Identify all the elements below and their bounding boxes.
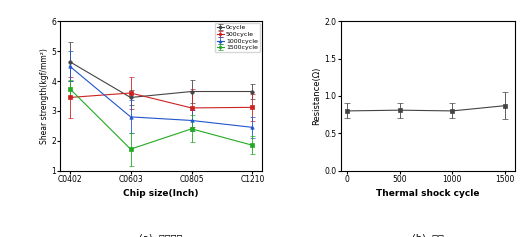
Y-axis label: Shear strength(kgf/mm²): Shear strength(kgf/mm²) (39, 48, 49, 144)
X-axis label: Chip size(Inch): Chip size(Inch) (123, 189, 199, 198)
Text: (b)  저항: (b) 저항 (412, 233, 444, 237)
Legend: 0cycle, 500cycle, 1000cycle, 1500cycle: 0cycle, 500cycle, 1000cycle, 1500cycle (215, 23, 260, 52)
X-axis label: Thermal shock cycle: Thermal shock cycle (376, 189, 480, 198)
Text: (a)  접합강도: (a) 접합강도 (139, 233, 183, 237)
Y-axis label: Resistance(Ω): Resistance(Ω) (312, 67, 321, 125)
